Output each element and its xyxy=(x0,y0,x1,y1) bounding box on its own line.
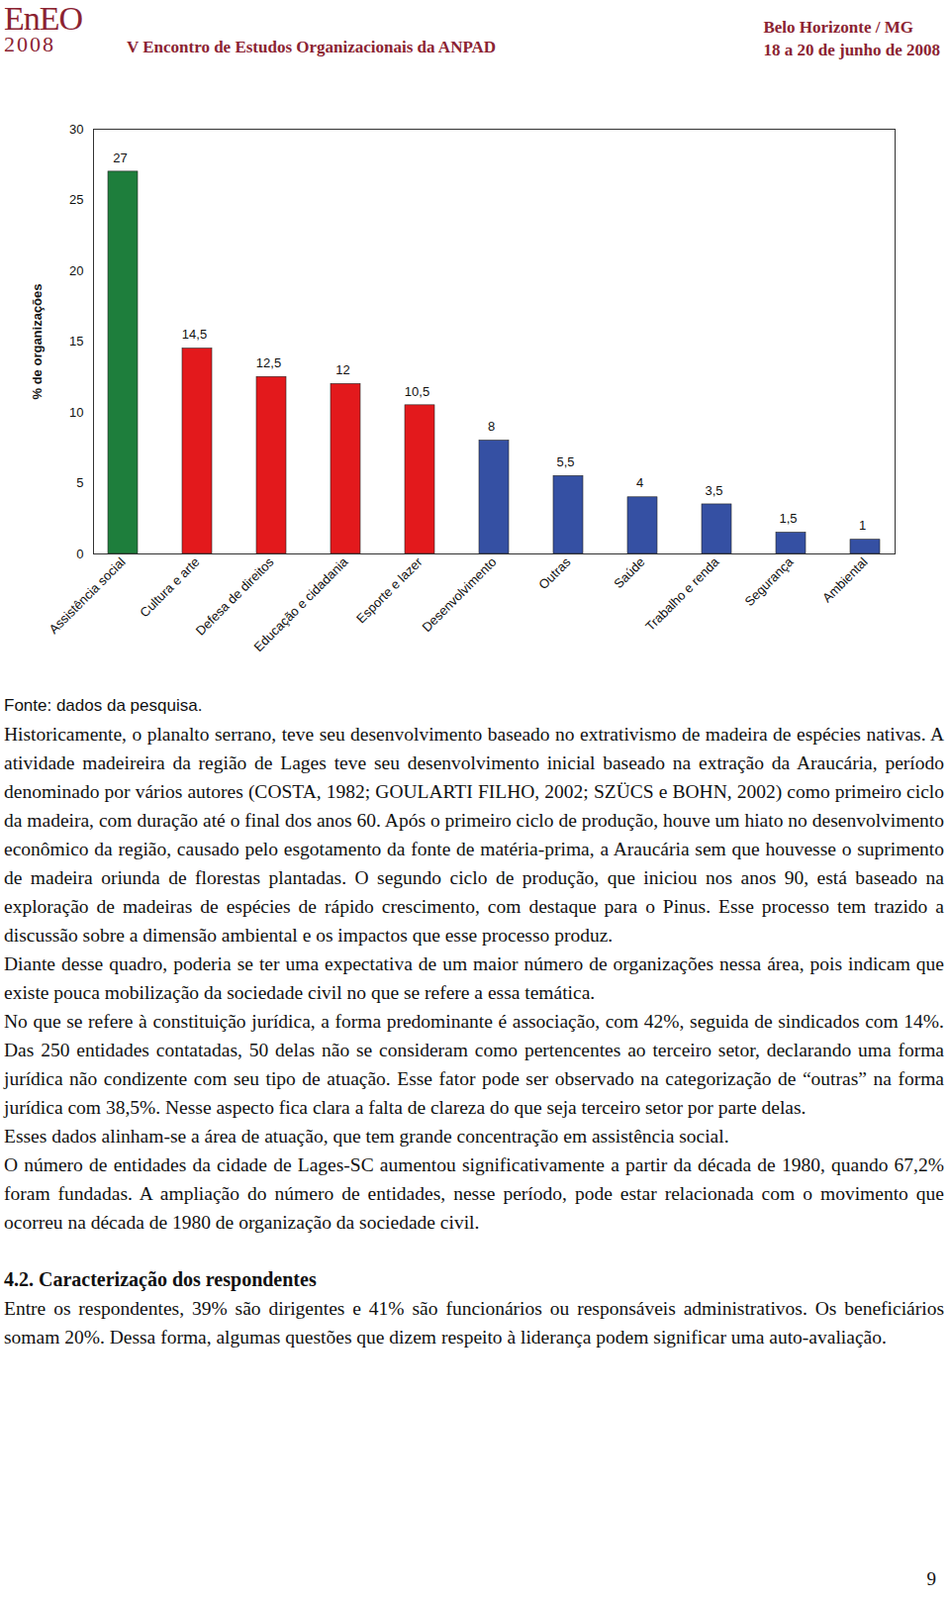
svg-text:10,5: 10,5 xyxy=(404,383,430,399)
svg-text:% de organizações: % de organizações xyxy=(29,283,45,399)
html-text:Diante desse quadro, poderia s: Diante desse quadro, poderia se ter uma … xyxy=(3,952,945,1003)
svg-text:Ambiental: Ambiental xyxy=(819,554,871,606)
html-text:2008: 2008 xyxy=(3,31,56,57)
svg-text:Assistência social: Assistência social xyxy=(45,554,128,637)
svg-text:25: 25 xyxy=(69,191,84,207)
html-text:Belo Horizonte / MG: Belo Horizonte / MG xyxy=(763,17,914,37)
svg-text:0: 0 xyxy=(76,546,84,562)
html-text:No que se refere à constituiçã: No que se refere à constituição jurídica… xyxy=(3,1010,945,1118)
svg-text:1: 1 xyxy=(858,517,866,533)
html-text:9: 9 xyxy=(926,1567,937,1589)
html-text:18 a 20 de junho de 2008: 18 a 20 de junho de 2008 xyxy=(763,40,941,60)
svg-text:Defesa de direitos: Defesa de direitos xyxy=(192,554,278,639)
html-text:V Encontro de Estudos Organiza: V Encontro de Estudos Organizacionais da… xyxy=(126,37,496,57)
svg-text:15: 15 xyxy=(69,333,84,349)
svg-text:20: 20 xyxy=(69,263,84,279)
svg-text:Cultura e arte: Cultura e arte xyxy=(136,554,202,620)
svg-text:Desenvolvimento: Desenvolvimento xyxy=(418,554,499,635)
html-text:Esses dados alinham-se a área: Esses dados alinham-se a área de atuação… xyxy=(3,1125,729,1146)
svg-text:Outras: Outras xyxy=(535,554,574,593)
html-text:4.2. Caracterização dos respon: 4.2. Caracterização dos respondentes xyxy=(3,1267,317,1290)
svg-text:Segurança: Segurança xyxy=(741,553,797,609)
svg-text:3,5: 3,5 xyxy=(704,482,723,498)
svg-text:8: 8 xyxy=(487,418,495,434)
svg-text:Esporte e lazer: Esporte e lazer xyxy=(353,553,426,626)
svg-text:Trabalho e renda: Trabalho e renda xyxy=(642,553,723,634)
html-text:EnEO: EnEO xyxy=(3,0,83,37)
svg-text:5: 5 xyxy=(76,475,84,490)
html-text:Fonte: dados da pesquisa.: Fonte: dados da pesquisa. xyxy=(3,695,203,715)
svg-text:4: 4 xyxy=(636,475,644,490)
svg-text:10: 10 xyxy=(69,404,84,420)
svg-text:12: 12 xyxy=(335,362,350,378)
html-text:O número de entidades da cidad: O número de entidades da cidade de Lages… xyxy=(3,1153,945,1233)
svg-text:1,5: 1,5 xyxy=(778,510,797,526)
svg-text:30: 30 xyxy=(69,121,84,137)
svg-text:27: 27 xyxy=(112,150,127,166)
svg-text:12,5: 12,5 xyxy=(256,355,282,371)
html-text:Entre os respondentes, 39% são: Entre os respondentes, 39% são dirigente… xyxy=(3,1297,945,1347)
svg-text:Educação e cidadania: Educação e cidadania xyxy=(250,553,352,655)
svg-text:5,5: 5,5 xyxy=(556,454,574,470)
svg-text:14,5: 14,5 xyxy=(182,326,207,342)
svg-text:Saúde: Saúde xyxy=(610,554,648,591)
html-text:Historicamente, o planalto ser: Historicamente, o planalto serrano, teve… xyxy=(3,723,945,946)
